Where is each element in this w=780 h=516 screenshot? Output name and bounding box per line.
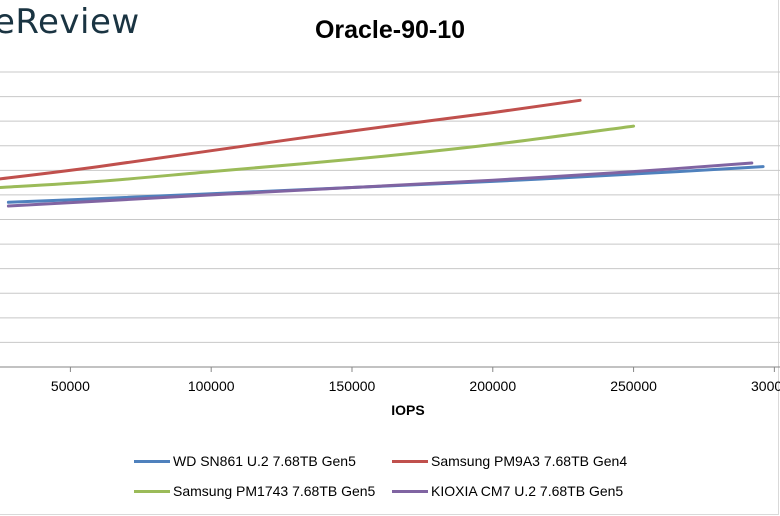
series-line-kioxia-cm7-u-2-7-68tb-gen5	[6, 161, 754, 208]
legend-label: Samsung PM1743 7.68TB Gen5	[173, 483, 376, 499]
chart-title: Oracle-90-10	[314, 16, 466, 44]
legend-item-wd-sn861: WD SN861 U.2 7.68TB Gen5	[134, 453, 356, 469]
series-line-samsung-pm1743-7-68tb-gen5	[0, 124, 636, 189]
brand-logo: eReview	[0, 2, 140, 42]
x-tick-label: 150000	[329, 378, 376, 394]
x-tick-label: 250000	[610, 378, 657, 394]
legend-swatch	[134, 459, 170, 463]
x-axis-title: IOPS	[391, 402, 425, 418]
legend-swatch	[392, 489, 428, 493]
x-tick-label: 300000	[751, 378, 780, 394]
legend-item-samsung-pm9a3: Samsung PM9A3 7.68TB Gen4	[392, 453, 627, 469]
legend-label: KIOXIA CM7 U.2 7.68TB Gen5	[431, 483, 624, 499]
legend-item-samsung-pm1743: Samsung PM1743 7.68TB Gen5	[134, 483, 375, 499]
x-tick-label: 200000	[469, 378, 516, 394]
legend-label: Samsung PM9A3 7.68TB Gen4	[431, 453, 628, 469]
legend-item-kioxia-cm7: KIOXIA CM7 U.2 7.68TB Gen5	[392, 483, 623, 499]
legend-label: WD SN861 U.2 7.68TB Gen5	[173, 453, 356, 469]
legend-swatch	[134, 489, 170, 493]
series-line-samsung-pm9a3-7-68tb-gen4	[0, 98, 582, 181]
x-tick-label: 100000	[188, 378, 235, 394]
legend-swatch	[392, 459, 428, 463]
x-tick-label: 50000	[51, 378, 90, 394]
